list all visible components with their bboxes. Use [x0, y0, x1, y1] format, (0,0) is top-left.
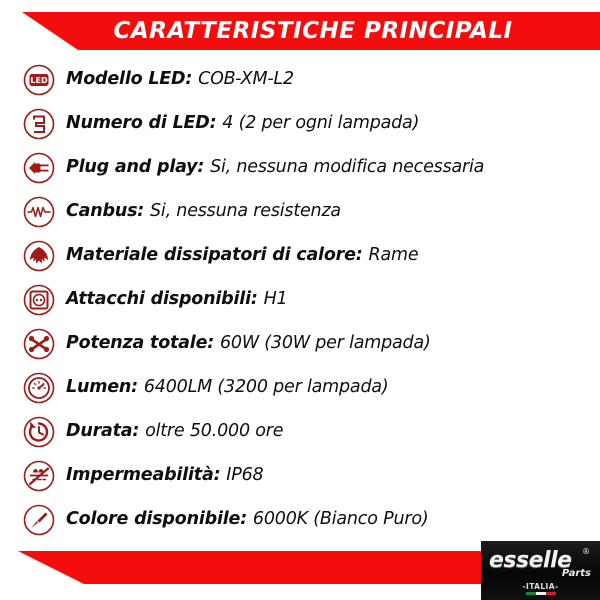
- spec-value: oltre 50.000 ore: [145, 421, 284, 442]
- logo-country-text: -ITALIA-: [522, 582, 559, 591]
- spec-label: Durata:: [66, 421, 146, 442]
- led-badge-icon: LED: [22, 63, 56, 97]
- waterproof-icon: [22, 459, 56, 493]
- spec-row: Plug and play: Si, nessuna modifica nece…: [0, 146, 600, 190]
- spec-text: Colore disponibile: 6000K (Bianco Puro): [66, 509, 429, 530]
- spec-text: Attacchi disponibili: H1: [66, 291, 288, 309]
- spec-label: Plug and play:: [66, 157, 211, 178]
- spec-row: LED Modello LED: COB-XM-L2: [0, 58, 600, 102]
- italian-flag-icon: [525, 592, 556, 595]
- spec-value: COB-XM-L2: [198, 69, 294, 90]
- spec-value: 60W (30W per lampada): [219, 333, 431, 354]
- resistor-icon: [22, 195, 56, 229]
- spec-label: Materiale dissipatori di calore:: [66, 245, 369, 266]
- spec-label: Potenza totale:: [66, 333, 220, 354]
- spec-value: Si, nessuna modifica necessaria: [210, 157, 485, 178]
- spec-value: 6000K (Bianco Puro): [252, 509, 429, 530]
- spec-text: Modello LED: COB-XM-L2: [66, 71, 294, 89]
- power-cross-icon: [22, 327, 56, 361]
- spec-value: Si, nessuna resistenza: [150, 201, 341, 222]
- logo-country-wrap: -ITALIA-: [481, 582, 600, 595]
- specifications-list: LED Modello LED: COB-XM-L2 Numero di LED…: [0, 58, 600, 542]
- brush-icon: [22, 503, 56, 537]
- spec-text: Durata: oltre 50.000 ore: [66, 421, 284, 442]
- spec-label: Modello LED:: [66, 69, 199, 90]
- number-two-icon: [22, 107, 56, 141]
- spec-row: Attacchi disponibili: H1: [0, 278, 600, 322]
- spec-text: Numero di LED: 4 (2 per ogni lampada): [66, 115, 419, 133]
- spec-row: Numero di LED: 4 (2 per ogni lampada): [0, 102, 600, 146]
- socket-icon: [22, 283, 56, 317]
- spec-text: Canbus: Si, nessuna resistenza: [66, 203, 341, 221]
- spec-row: Potenza totale: 60W (30W per lampada): [0, 322, 600, 366]
- spec-text: Plug and play: Si, nessuna modifica nece…: [66, 159, 484, 177]
- page-title: CARATTERISTICHE PRINCIPALI: [113, 18, 513, 44]
- spec-text: Lumen: 6400LM (3200 per lampada): [66, 379, 389, 397]
- clock-arrow-icon: [22, 415, 56, 449]
- spec-row: Impermeabilità: IP68: [0, 454, 600, 498]
- logo-sub-text: Parts: [561, 568, 591, 579]
- esselle-logo-badge: esselle ® Parts -ITALIA-: [481, 541, 600, 600]
- spec-row: Durata: oltre 50.000 ore: [0, 410, 600, 454]
- spec-label: Attacchi disponibili:: [66, 289, 264, 310]
- bottom-banner-shape: [18, 551, 600, 584]
- spec-row: Canbus: Si, nessuna resistenza: [0, 190, 600, 234]
- heatsink-fins-icon: [22, 239, 56, 273]
- bottom-red-banner: [0, 551, 600, 584]
- spec-value: Rame: [368, 245, 419, 266]
- spec-text: Materiale dissipatori di calore: Rame: [66, 245, 419, 266]
- plug-icon: [22, 151, 56, 185]
- spec-value: 4 (2 per ogni lampada): [222, 113, 420, 134]
- spec-label: Colore disponibile:: [66, 509, 253, 530]
- registered-trademark-icon: ®: [582, 547, 590, 556]
- spec-text: Impermeabilità: IP68: [66, 465, 264, 486]
- spec-row: Materiale dissipatori di calore: Rame: [0, 234, 600, 278]
- logo-brand-text: esselle: [489, 548, 572, 573]
- top-banner-shape: [22, 12, 600, 50]
- spec-label: Canbus:: [66, 201, 151, 222]
- spec-row: Colore disponibile: 6000K (Bianco Puro): [0, 498, 600, 542]
- spec-value: 6400LM (3200 per lampada): [143, 377, 389, 398]
- spec-value: H1: [263, 289, 288, 310]
- spec-label: Numero di LED:: [66, 113, 223, 134]
- spec-value: IP68: [226, 465, 264, 486]
- spec-label: Lumen:: [66, 377, 144, 398]
- top-red-banner: CARATTERISTICHE PRINCIPALI: [0, 12, 600, 50]
- svg-text:LED: LED: [30, 76, 48, 85]
- spec-label: Impermeabilità:: [66, 465, 227, 486]
- spec-text: Potenza totale: 60W (30W per lampada): [66, 335, 431, 353]
- gauge-icon: [22, 371, 56, 405]
- spec-row: Lumen: 6400LM (3200 per lampada): [0, 366, 600, 410]
